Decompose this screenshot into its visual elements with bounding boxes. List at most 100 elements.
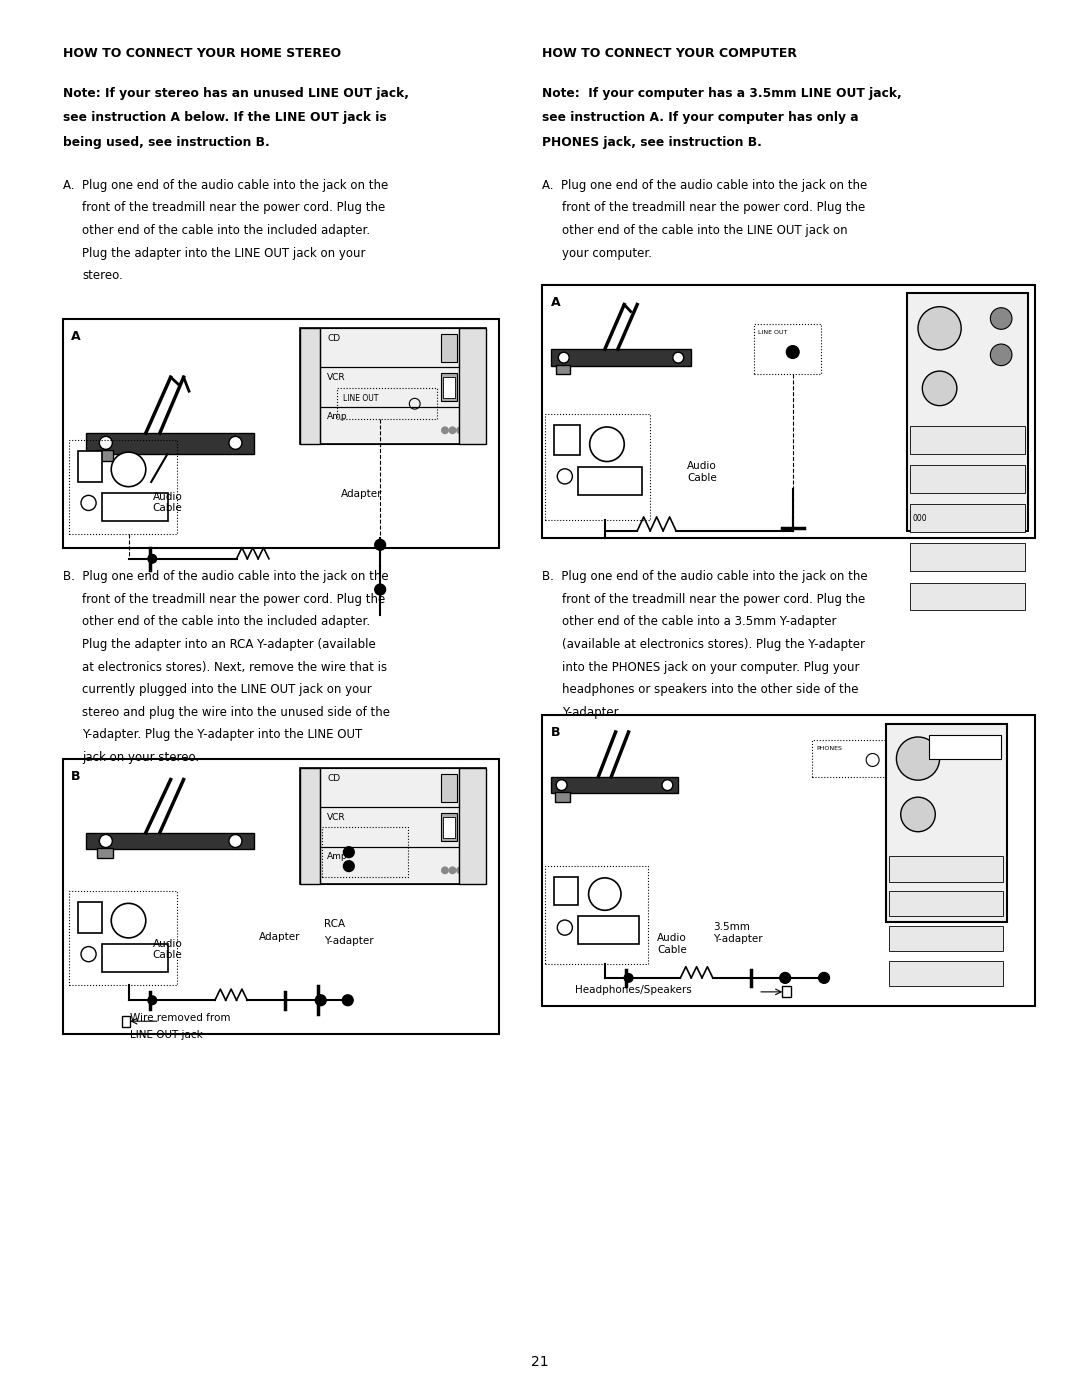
Ellipse shape xyxy=(457,427,463,433)
Bar xyxy=(889,856,1003,882)
Ellipse shape xyxy=(99,436,112,450)
Bar xyxy=(443,817,455,838)
Text: LINE OUT: LINE OUT xyxy=(343,394,379,402)
Text: B.  Plug one end of the audio cable into the jack on the: B. Plug one end of the audio cable into … xyxy=(63,570,389,583)
Text: Y-adapter.: Y-adapter. xyxy=(562,705,621,719)
Text: stereo.: stereo. xyxy=(82,270,123,282)
Bar xyxy=(102,493,168,521)
Bar xyxy=(69,440,177,534)
Bar xyxy=(441,334,457,362)
Ellipse shape xyxy=(342,995,353,1006)
Bar xyxy=(578,916,639,944)
Text: B.  Plug one end of the audio cable into the jack on the: B. Plug one end of the audio cable into … xyxy=(542,570,868,583)
Ellipse shape xyxy=(148,555,157,563)
Text: currently plugged into the LINE OUT jack on your: currently plugged into the LINE OUT jack… xyxy=(82,683,372,696)
Bar xyxy=(97,848,113,858)
Bar xyxy=(910,426,1025,454)
Bar xyxy=(63,319,499,548)
Ellipse shape xyxy=(81,496,96,510)
Bar xyxy=(443,377,455,398)
Bar xyxy=(122,1016,130,1027)
Bar xyxy=(542,285,1035,538)
Ellipse shape xyxy=(449,427,456,433)
Bar xyxy=(556,365,570,374)
Text: CD: CD xyxy=(327,774,340,782)
Text: LINE OUT: LINE OUT xyxy=(758,330,787,335)
Text: headphones or speakers into the other side of the: headphones or speakers into the other si… xyxy=(562,683,859,696)
Text: A: A xyxy=(71,330,81,342)
Text: see instruction A below. If the LINE OUT jack is: see instruction A below. If the LINE OUT… xyxy=(63,112,387,124)
Ellipse shape xyxy=(229,834,242,848)
Text: other end of the cable into the included adapter.: other end of the cable into the included… xyxy=(82,615,370,629)
Ellipse shape xyxy=(990,344,1012,366)
Text: 21: 21 xyxy=(531,1355,549,1369)
Ellipse shape xyxy=(229,436,242,450)
Bar xyxy=(910,504,1025,532)
Text: Plug the adapter into an RCA Y-adapter (available: Plug the adapter into an RCA Y-adapter (… xyxy=(82,638,376,651)
Bar xyxy=(782,986,791,997)
Text: Headphones/Speakers: Headphones/Speakers xyxy=(575,985,691,995)
Ellipse shape xyxy=(589,877,621,911)
Text: HOW TO CONNECT YOUR HOME STEREO: HOW TO CONNECT YOUR HOME STEREO xyxy=(63,47,341,60)
Text: PHONES: PHONES xyxy=(816,746,842,752)
Text: front of the treadmill near the power cord. Plug the: front of the treadmill near the power co… xyxy=(562,592,865,606)
Ellipse shape xyxy=(673,352,684,363)
Text: stereo and plug the wire into the unused side of the: stereo and plug the wire into the unused… xyxy=(82,705,390,719)
Bar xyxy=(554,425,580,455)
Text: jack on your stereo.: jack on your stereo. xyxy=(82,752,199,764)
Text: Note: If your stereo has an unused LINE OUT jack,: Note: If your stereo has an unused LINE … xyxy=(63,87,408,99)
Ellipse shape xyxy=(624,974,633,982)
Bar xyxy=(889,891,1003,916)
Ellipse shape xyxy=(786,345,799,359)
Bar xyxy=(300,328,486,444)
Ellipse shape xyxy=(111,453,146,486)
Bar xyxy=(551,777,678,793)
Text: (available at electronics stores). Plug the Y-adapter: (available at electronics stores). Plug … xyxy=(562,638,865,651)
Text: RCA: RCA xyxy=(324,919,346,929)
Text: Audio
Cable: Audio Cable xyxy=(687,461,717,482)
Ellipse shape xyxy=(315,995,326,1006)
Text: Adapter: Adapter xyxy=(259,932,300,942)
Text: A.  Plug one end of the audio cable into the jack on the: A. Plug one end of the audio cable into … xyxy=(542,179,867,191)
Ellipse shape xyxy=(81,947,96,961)
Bar xyxy=(322,827,408,877)
Bar xyxy=(63,759,499,1034)
Text: into the PHONES jack on your computer. Plug your: into the PHONES jack on your computer. P… xyxy=(562,661,859,673)
Ellipse shape xyxy=(557,921,572,935)
Ellipse shape xyxy=(901,798,935,831)
Ellipse shape xyxy=(990,307,1012,330)
Text: Y-adapter: Y-adapter xyxy=(324,936,374,946)
Ellipse shape xyxy=(896,738,940,780)
Bar xyxy=(320,367,459,407)
Bar xyxy=(910,543,1025,571)
Bar xyxy=(545,866,648,964)
Bar xyxy=(78,902,102,933)
Bar xyxy=(300,768,486,884)
Ellipse shape xyxy=(556,780,567,791)
Text: other end of the cable into the LINE OUT jack on: other end of the cable into the LINE OUT… xyxy=(562,224,847,237)
Ellipse shape xyxy=(557,469,572,483)
Bar xyxy=(441,373,457,401)
Text: Wire removed from: Wire removed from xyxy=(130,1013,230,1023)
Text: A: A xyxy=(551,296,561,309)
Text: Y-adapter. Plug the Y-adapter into the LINE OUT: Y-adapter. Plug the Y-adapter into the L… xyxy=(82,728,362,742)
Ellipse shape xyxy=(449,868,456,873)
Text: Audio
Cable: Audio Cable xyxy=(152,939,183,960)
Ellipse shape xyxy=(442,427,448,433)
Text: front of the treadmill near the power cord. Plug the: front of the treadmill near the power co… xyxy=(82,201,386,215)
Text: see instruction A. If your computer has only a: see instruction A. If your computer has … xyxy=(542,112,859,124)
Bar xyxy=(86,433,254,454)
Ellipse shape xyxy=(442,868,448,873)
Ellipse shape xyxy=(918,307,961,349)
Text: VCR: VCR xyxy=(327,373,346,381)
Ellipse shape xyxy=(375,539,386,550)
Text: B: B xyxy=(551,726,561,739)
Ellipse shape xyxy=(375,584,386,595)
Text: HOW TO CONNECT YOUR COMPUTER: HOW TO CONNECT YOUR COMPUTER xyxy=(542,47,797,60)
Bar xyxy=(320,807,459,847)
Bar xyxy=(542,715,1035,1006)
Ellipse shape xyxy=(148,996,157,1004)
Bar xyxy=(459,328,486,444)
Bar xyxy=(300,328,320,444)
Bar xyxy=(889,961,1003,986)
